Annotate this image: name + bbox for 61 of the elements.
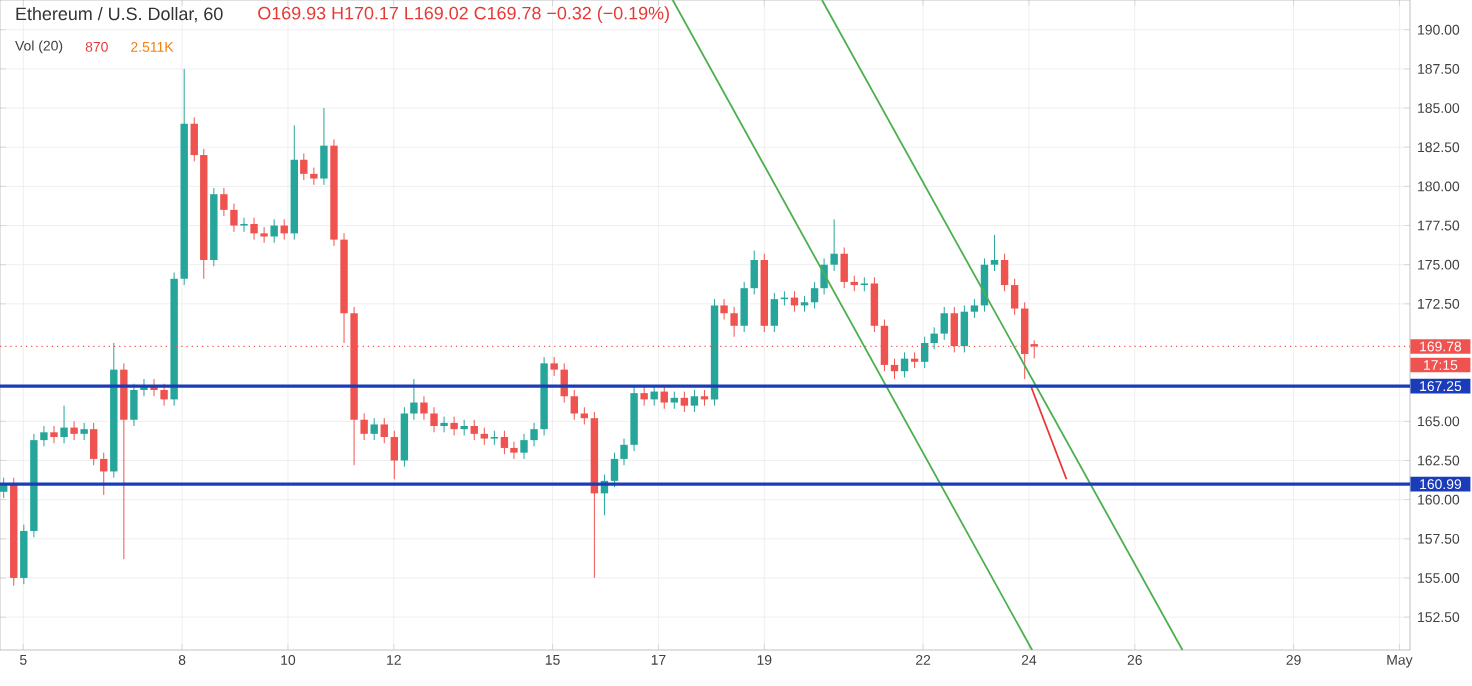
candlestick bbox=[530, 422, 538, 447]
candlestick bbox=[830, 218, 838, 272]
candlestick bbox=[320, 107, 328, 186]
candlestick bbox=[420, 395, 428, 421]
candlestick bbox=[60, 405, 68, 444]
candlestick bbox=[20, 524, 28, 585]
candlestick bbox=[730, 306, 738, 338]
candlestick bbox=[750, 250, 758, 295]
candlestick bbox=[50, 425, 58, 444]
candlestick bbox=[940, 306, 948, 341]
candlestick bbox=[840, 246, 848, 289]
candlestick bbox=[390, 430, 399, 480]
candlestick bbox=[220, 187, 228, 217]
candlestick bbox=[960, 304, 969, 353]
candlestick bbox=[770, 292, 779, 333]
candlestick bbox=[1010, 278, 1019, 316]
candlestick bbox=[870, 276, 879, 333]
candlestick bbox=[89, 422, 98, 466]
candlestick bbox=[680, 391, 689, 413]
candlestick bbox=[990, 234, 999, 272]
candlestick bbox=[130, 383, 138, 427]
candlestick bbox=[100, 452, 108, 496]
candlestick bbox=[360, 412, 368, 441]
candlestick bbox=[370, 417, 378, 441]
candlestick bbox=[470, 419, 478, 441]
candlestick bbox=[620, 438, 628, 466]
candlestick bbox=[380, 417, 388, 444]
candlestick bbox=[310, 167, 318, 186]
candlestick bbox=[970, 298, 979, 319]
candlestick bbox=[890, 358, 899, 380]
candlestick bbox=[270, 218, 278, 244]
candlestick bbox=[550, 356, 558, 377]
candlestick bbox=[230, 203, 238, 233]
candlestick bbox=[640, 386, 648, 407]
candlestick bbox=[240, 217, 248, 233]
candlestick bbox=[510, 441, 518, 460]
candlestick bbox=[260, 226, 268, 244]
candlestick bbox=[900, 351, 909, 378]
candlestick bbox=[300, 152, 308, 181]
candlestick bbox=[690, 389, 699, 413]
candlestick bbox=[250, 217, 258, 241]
candlestick bbox=[500, 430, 509, 455]
candlestick bbox=[520, 433, 528, 460]
candlestick bbox=[440, 416, 448, 433]
chart-title: Ethereum / U.S. Dollar, 60 bbox=[16, 7, 223, 23]
candlestick bbox=[410, 378, 418, 421]
candlestick bbox=[570, 389, 578, 421]
candlestick bbox=[740, 281, 748, 333]
candlestick bbox=[70, 420, 78, 441]
candlestick bbox=[400, 406, 409, 468]
candlestick bbox=[720, 298, 728, 321]
candlestick bbox=[430, 406, 438, 433]
candlestick bbox=[930, 326, 938, 350]
candlestick bbox=[450, 416, 458, 436]
chart-subtitle: O169.93 H170.17 L169.02 C169.78 −0.32 (−0.19%) bbox=[258, 6, 669, 24]
candlestick bbox=[810, 281, 819, 310]
candlestick bbox=[190, 116, 198, 162]
candlestick bbox=[610, 452, 619, 488]
candlestick bbox=[1000, 253, 1009, 292]
candlestick bbox=[40, 425, 48, 447]
candlestick bbox=[920, 336, 929, 369]
